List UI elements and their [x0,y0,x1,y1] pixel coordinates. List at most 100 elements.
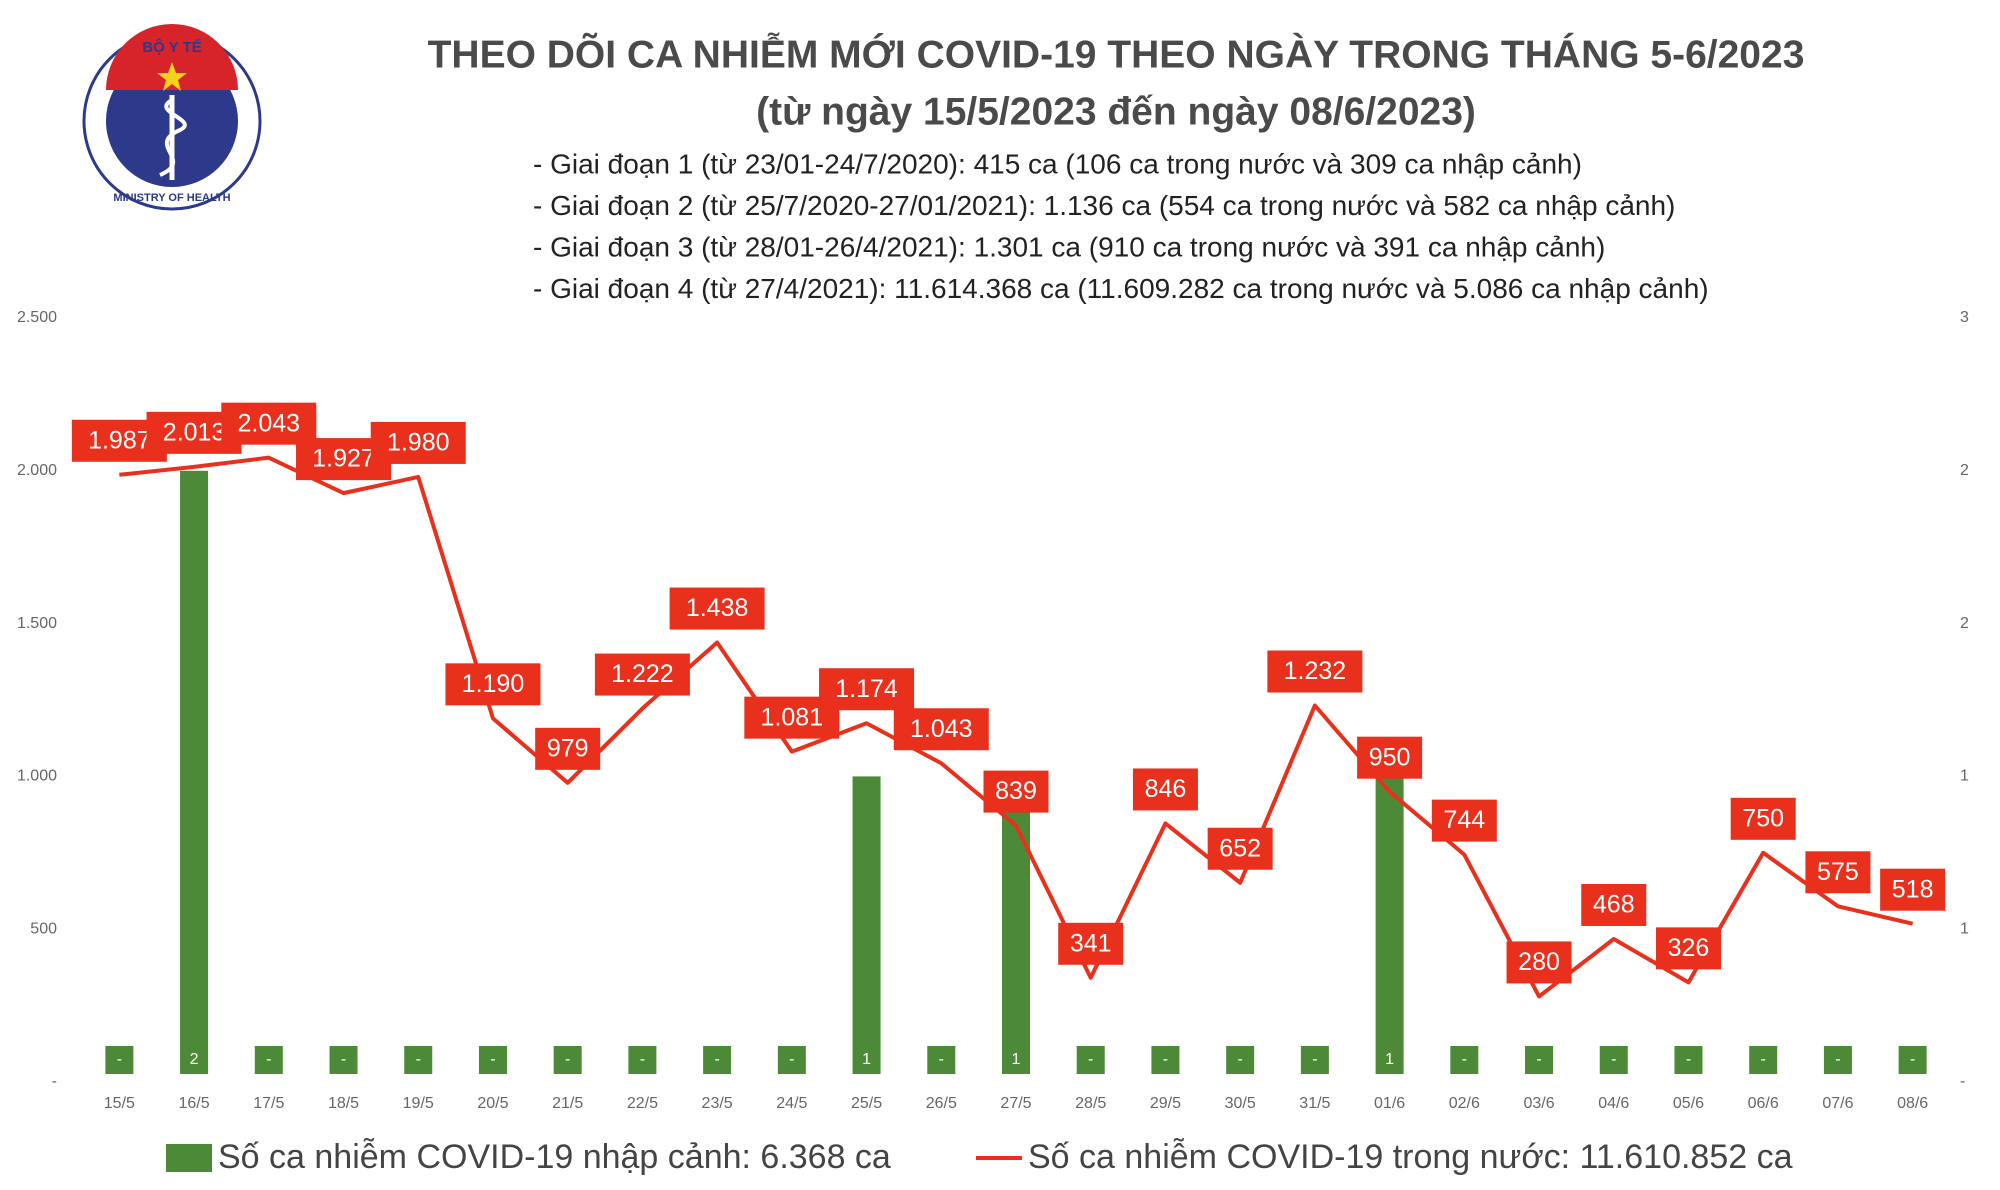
annotation: - Giai đoạn 2 (từ 25/7/2020-27/01/2021):… [533,190,1675,221]
bar-value-label: - [714,1051,719,1068]
value-label: 468 [1593,891,1635,919]
y2-tick-label: 3 [1960,309,1969,326]
value-label-box [893,708,989,751]
value-label: 341 [1070,929,1112,957]
bar [703,1046,732,1074]
value-label-box [370,421,466,464]
bar [1749,1046,1778,1074]
line [119,455,1914,999]
x-tick-label: 07/6 [1822,1095,1853,1112]
value-label: 846 [1145,775,1187,803]
value-label: 2.013 [163,418,226,446]
bar [1674,1046,1703,1074]
bar-value-label: - [1835,1051,1840,1068]
value-label: 979 [547,734,589,762]
bar-value-label: - [939,1051,944,1068]
value-label: 1.081 [761,703,824,731]
x-tick-label: 22/5 [627,1095,658,1112]
value-label-box [819,668,915,711]
bar-value-label: - [1462,1051,1467,1068]
value-label: 326 [1668,934,1710,962]
value-label-box [1058,922,1124,965]
value-label: 518 [1892,875,1934,903]
x-tick-label: 19/5 [403,1095,434,1112]
logo-star [157,62,187,91]
value-label-box [1132,768,1198,811]
bar [478,1046,507,1074]
value-label: 1.980 [387,429,450,457]
bar [628,1046,657,1074]
bar [1525,1046,1554,1074]
bar-value-label: - [1536,1051,1541,1068]
x-tick-label: 30/5 [1225,1095,1256,1112]
bar-value-label: - [1686,1051,1691,1068]
value-label-box [1730,797,1796,840]
bar-value-label: - [1761,1051,1766,1068]
bar [1300,1046,1329,1074]
bar [1898,1046,1927,1074]
value-label: 280 [1518,948,1560,976]
y-tick-label: 1.000 [17,768,57,785]
x-tick-label: 25/5 [851,1095,882,1112]
value-label: 1.927 [312,445,375,473]
annotation: - Giai đoạn 4 (từ 27/4/2021): 11.614.368… [533,273,1709,304]
value-label: 1.438 [686,594,749,622]
logo-top-text: BỘ Y TẾ [142,38,201,56]
value-label: 744 [1443,806,1485,834]
bar [1151,1046,1180,1074]
bar-value-label: 1 [1012,1051,1021,1068]
x-tick-label: 26/5 [926,1095,957,1112]
bar [777,1046,806,1074]
bar-value-label: - [1611,1051,1616,1068]
bar [254,1046,283,1074]
annotations: - Giai đoạn 1 (từ 23/01-24/7/2020): 415 … [533,148,1709,304]
bar-value-label: - [1163,1051,1168,1068]
bar [1450,1046,1479,1074]
value-label: 750 [1742,804,1784,832]
y2-tick-label: 2 [1960,615,1969,632]
bar-value-label: - [117,1051,122,1068]
x-tick-label: 17/5 [253,1095,284,1112]
value-label-box [1431,799,1497,842]
value-label-box [1357,736,1423,779]
value-label-box [669,587,765,630]
x-tick-label: 03/6 [1523,1095,1554,1112]
value-label-box [1880,868,1946,911]
bar-value-label: - [1237,1051,1242,1068]
y2-tick-label: - [1960,1073,1965,1090]
bar-value-label: - [266,1051,271,1068]
bar-value-label: - [789,1051,794,1068]
x-tick-label: 31/5 [1299,1095,1330,1112]
value-label: 2.043 [238,409,301,437]
bar [553,1046,582,1074]
y-tick-label: - [52,1073,57,1090]
value-label-box [1207,827,1273,870]
value-label: 1.190 [462,670,525,698]
x-tick-label: 24/5 [776,1095,807,1112]
value-label: 1.222 [611,660,674,688]
x-tick-label: 23/5 [702,1095,733,1112]
value-label: 1.987 [88,426,151,454]
x-tick-label: 06/6 [1748,1095,1779,1112]
bar [105,1046,134,1074]
bar-value-label: 1 [1385,1051,1394,1068]
bar [1076,1046,1105,1074]
x-tick-label: 21/5 [552,1095,583,1112]
x-tick-label: 27/5 [1000,1095,1031,1112]
value-label-box [445,663,541,706]
x-tick-label: 02/6 [1449,1095,1480,1112]
value-label: 1.043 [910,715,973,743]
value-label-box [983,770,1049,813]
value-label-box [594,653,690,696]
y2-tick-label: 2 [1960,462,1969,479]
logo-band [106,24,238,90]
y2-tick-label: 1 [1960,768,1969,785]
value-label: 1.232 [1284,657,1347,685]
bar-value-label: - [640,1051,645,1068]
bar [1823,1046,1852,1074]
logo: BỘ Y TẾ MINISTRY OF HEALTH [82,24,262,211]
bar [404,1046,433,1074]
value-label-box [1655,927,1721,970]
logo-snake [159,98,187,177]
value-label: 1.174 [835,675,898,703]
